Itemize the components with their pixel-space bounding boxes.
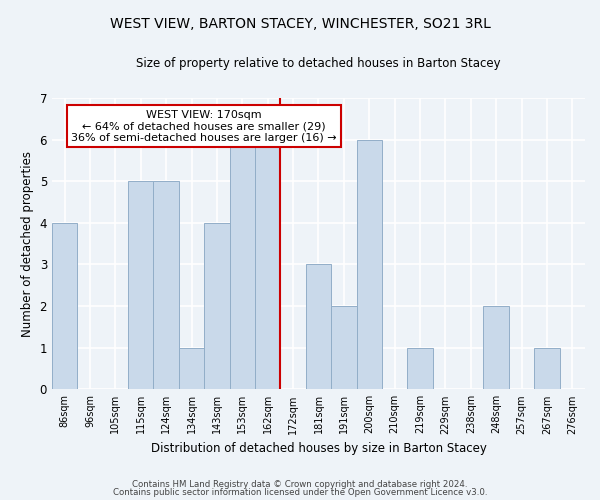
Bar — [128, 182, 154, 390]
Bar — [331, 306, 356, 390]
Bar — [534, 348, 560, 390]
Bar — [52, 223, 77, 390]
Bar — [484, 306, 509, 390]
Text: Contains HM Land Registry data © Crown copyright and database right 2024.: Contains HM Land Registry data © Crown c… — [132, 480, 468, 489]
Text: Contains public sector information licensed under the Open Government Licence v3: Contains public sector information licen… — [113, 488, 487, 497]
Bar — [230, 140, 255, 390]
X-axis label: Distribution of detached houses by size in Barton Stacey: Distribution of detached houses by size … — [151, 442, 487, 455]
Bar — [356, 140, 382, 390]
Bar — [154, 182, 179, 390]
Text: WEST VIEW, BARTON STACEY, WINCHESTER, SO21 3RL: WEST VIEW, BARTON STACEY, WINCHESTER, SO… — [110, 18, 490, 32]
Bar — [306, 264, 331, 390]
Text: WEST VIEW: 170sqm
← 64% of detached houses are smaller (29)
36% of semi-detached: WEST VIEW: 170sqm ← 64% of detached hous… — [71, 110, 337, 143]
Bar — [255, 140, 280, 390]
Title: Size of property relative to detached houses in Barton Stacey: Size of property relative to detached ho… — [136, 58, 501, 70]
Bar — [179, 348, 204, 390]
Bar — [407, 348, 433, 390]
Bar — [204, 223, 230, 390]
Y-axis label: Number of detached properties: Number of detached properties — [21, 150, 34, 336]
